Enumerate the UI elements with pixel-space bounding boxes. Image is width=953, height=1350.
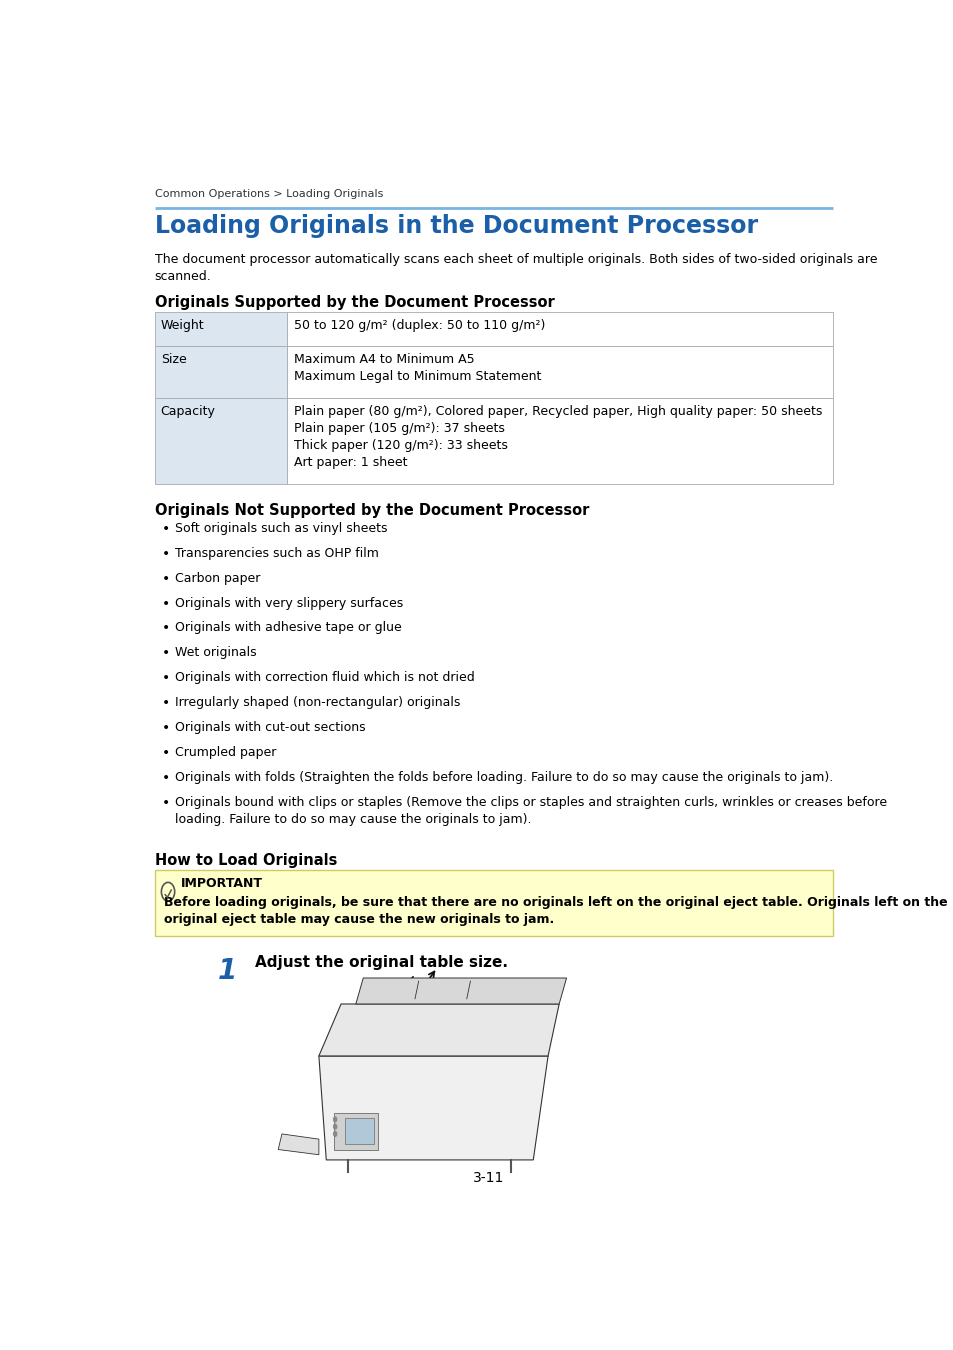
Text: Crumpled paper: Crumpled paper — [175, 747, 276, 759]
FancyBboxPatch shape — [154, 398, 287, 485]
Text: Carbon paper: Carbon paper — [175, 571, 260, 585]
FancyBboxPatch shape — [154, 312, 287, 346]
Text: How to Load Originals: How to Load Originals — [154, 853, 336, 868]
Text: Originals Supported by the Document Processor: Originals Supported by the Document Proc… — [154, 296, 554, 310]
Text: •: • — [162, 697, 171, 710]
Text: •: • — [162, 771, 171, 786]
Text: 3-11: 3-11 — [473, 1170, 504, 1185]
Text: Before loading originals, be sure that there are no originals left on the origin: Before loading originals, be sure that t… — [164, 896, 946, 926]
FancyBboxPatch shape — [287, 312, 832, 346]
Text: •: • — [162, 571, 171, 586]
Text: •: • — [162, 747, 171, 760]
Text: 50 to 120 g/m² (duplex: 50 to 110 g/m²): 50 to 120 g/m² (duplex: 50 to 110 g/m²) — [294, 319, 545, 332]
Text: Wet originals: Wet originals — [175, 647, 256, 659]
Text: Originals bound with clips or staples (Remove the clips or staples and straighte: Originals bound with clips or staples (R… — [175, 796, 886, 826]
Text: Plain paper (80 g/m²), Colored paper, Recycled paper, High quality paper: 50 she: Plain paper (80 g/m²), Colored paper, Re… — [294, 405, 821, 470]
FancyBboxPatch shape — [287, 346, 832, 398]
Polygon shape — [318, 1004, 558, 1056]
Text: Originals with cut-out sections: Originals with cut-out sections — [175, 721, 366, 734]
Text: •: • — [162, 721, 171, 736]
Text: Weight: Weight — [160, 319, 204, 332]
Circle shape — [333, 1131, 337, 1137]
Text: Irregularly shaped (non-rectangular) originals: Irregularly shaped (non-rectangular) ori… — [175, 697, 460, 709]
Polygon shape — [278, 1134, 318, 1154]
FancyBboxPatch shape — [287, 398, 832, 485]
Polygon shape — [355, 977, 566, 1004]
Text: Originals with very slippery surfaces: Originals with very slippery surfaces — [175, 597, 403, 609]
Circle shape — [333, 1123, 337, 1130]
Text: Size: Size — [160, 354, 186, 366]
Text: Maximum A4 to Minimum A5
Maximum Legal to Minimum Statement: Maximum A4 to Minimum A5 Maximum Legal t… — [294, 354, 541, 383]
Text: •: • — [162, 547, 171, 560]
Text: Originals with correction fluid which is not dried: Originals with correction fluid which is… — [175, 671, 475, 684]
Text: •: • — [162, 796, 171, 810]
Text: Transparencies such as OHP film: Transparencies such as OHP film — [175, 547, 379, 560]
Text: Originals with adhesive tape or glue: Originals with adhesive tape or glue — [175, 621, 402, 634]
Text: IMPORTANT: IMPORTANT — [180, 878, 262, 890]
Text: •: • — [162, 597, 171, 610]
Text: Common Operations > Loading Originals: Common Operations > Loading Originals — [154, 189, 383, 198]
Text: Loading Originals in the Document Processor: Loading Originals in the Document Proces… — [154, 215, 757, 238]
Circle shape — [333, 1116, 337, 1122]
Text: Originals with folds (Straighten the folds before loading. Failure to do so may : Originals with folds (Straighten the fol… — [175, 771, 833, 784]
Text: 1: 1 — [217, 957, 236, 986]
FancyBboxPatch shape — [154, 869, 832, 937]
Text: •: • — [162, 647, 171, 660]
Text: •: • — [162, 621, 171, 636]
Text: •: • — [162, 521, 171, 536]
Polygon shape — [344, 1118, 374, 1145]
Text: Originals Not Supported by the Document Processor: Originals Not Supported by the Document … — [154, 504, 589, 518]
Text: Capacity: Capacity — [160, 405, 215, 418]
Text: The document processor automatically scans each sheet of multiple originals. Bot: The document processor automatically sca… — [154, 254, 877, 284]
Polygon shape — [334, 1114, 377, 1150]
Text: Soft originals such as vinyl sheets: Soft originals such as vinyl sheets — [175, 521, 388, 535]
Polygon shape — [318, 1056, 547, 1160]
Text: Adjust the original table size.: Adjust the original table size. — [254, 956, 507, 971]
FancyBboxPatch shape — [154, 346, 287, 398]
Text: •: • — [162, 671, 171, 686]
